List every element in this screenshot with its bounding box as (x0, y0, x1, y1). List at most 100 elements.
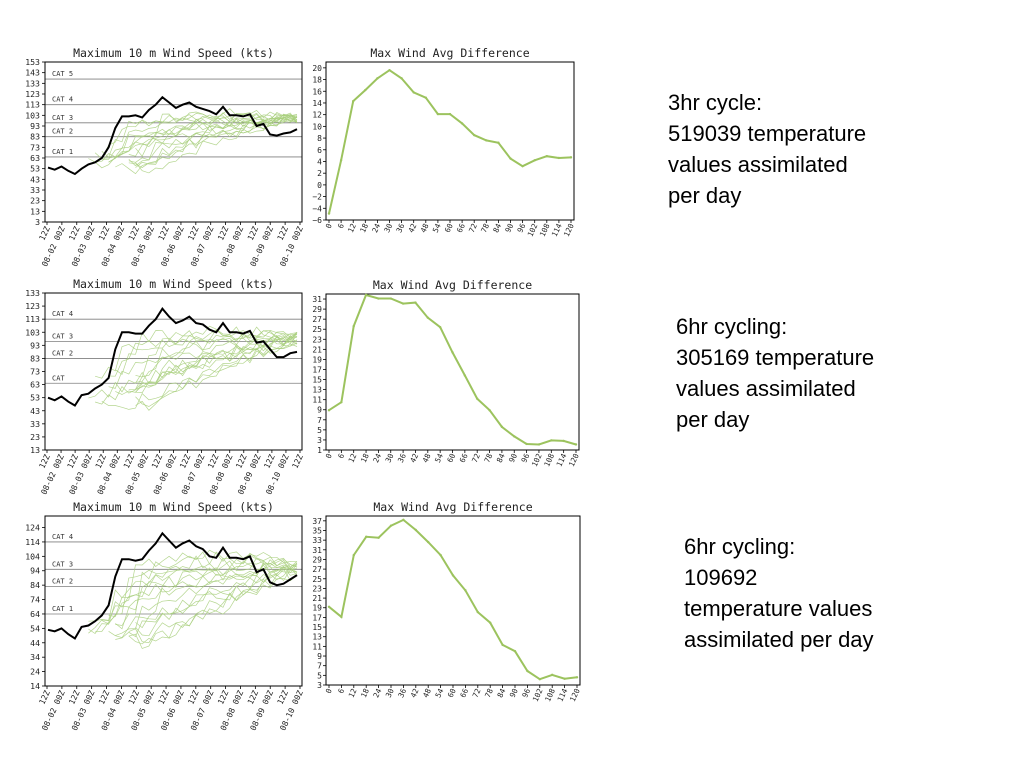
category-label: CAT 1 (52, 605, 73, 613)
note-line: per day (676, 407, 750, 432)
data-point (557, 156, 561, 160)
ensemble-member-line (135, 336, 298, 393)
y-tick-label: 31 (312, 546, 322, 555)
x-tick-label: 6 (336, 222, 346, 230)
data-point (352, 325, 355, 328)
y-tick-label: 33 (312, 536, 322, 545)
y-tick-label: 83 (30, 132, 40, 142)
ensemble-member-line (88, 561, 298, 634)
x-tick-label: 96 (519, 452, 531, 464)
y-tick-label: 73 (30, 367, 40, 377)
data-point (439, 553, 442, 557)
x-tick-label: 12 (347, 687, 359, 699)
category-label: CAT 1 (52, 148, 73, 156)
data-point (389, 524, 393, 527)
x-tick-label: 66 (458, 452, 470, 464)
x-tick-label: 24 (371, 452, 383, 464)
y-tick-label: 11 (312, 642, 322, 651)
data-point (352, 553, 355, 557)
x-tick-label: 18 (358, 222, 370, 234)
data-point (473, 133, 476, 137)
ensemble-member-line (108, 569, 298, 639)
y-tick-label: 19 (312, 604, 322, 613)
plot-frame (325, 61, 575, 221)
y-tick-label: 7 (317, 416, 322, 425)
note-line: values assimilated (668, 152, 848, 177)
y-tick-label: 27 (312, 565, 322, 574)
x-tick-label: 36 (396, 687, 408, 699)
avg-difference-chart-3: Max Wind Avg Difference35791113151719212… (312, 500, 582, 704)
y-tick-label: 19 (312, 355, 322, 364)
x-tick-label: 12Z (38, 453, 52, 470)
y-tick-label: 14 (30, 681, 40, 691)
note-line: 519039 temperature (668, 121, 867, 146)
y-tick-label: 93 (30, 340, 40, 350)
y-tick-label: 1 (317, 446, 322, 455)
ensemble-member-line (135, 558, 298, 629)
x-tick-label: 84 (495, 452, 507, 464)
x-tick-label: 12Z (67, 225, 81, 242)
data-point (377, 536, 380, 539)
y-tick-label: 103 (25, 327, 40, 337)
data-point (538, 678, 541, 681)
x-tick-label: 12 (346, 222, 358, 234)
ensemble-member-line (101, 339, 298, 410)
ensemble-member-line (135, 331, 298, 383)
data-point (545, 155, 548, 158)
y-tick-label: 5 (317, 671, 322, 680)
x-tick-label: 18 (359, 452, 371, 464)
y-tick-label: 3 (35, 217, 40, 227)
data-point (327, 605, 331, 608)
avg-difference-chart-2: Max Wind Avg Difference13579111315171921… (312, 278, 581, 469)
y-tick-label: 14 (312, 99, 322, 108)
x-tick-label: 30 (384, 687, 396, 699)
chart-title: Maximum 10 m Wind Speed (kts) (73, 46, 274, 60)
data-point (550, 439, 553, 442)
x-tick-label: 108 (538, 222, 552, 239)
data-point (575, 676, 579, 679)
y-tick-label: 33 (30, 185, 40, 195)
y-tick-label: 3 (317, 681, 322, 690)
x-tick-label: 36 (394, 222, 406, 234)
x-tick-label: 78 (483, 687, 495, 699)
y-tick-label: 13 (30, 206, 40, 216)
x-tick-label: 12Z (97, 225, 111, 242)
y-tick-label: 34 (30, 652, 40, 662)
category-label: CAT 5 (52, 70, 73, 78)
x-tick-label: 84 (491, 222, 503, 234)
y-tick-label: 103 (25, 110, 40, 120)
x-tick-label: 18 (359, 687, 371, 699)
ensemble-member-line (101, 554, 298, 625)
y-tick-label: 31 (312, 295, 322, 304)
x-tick-label: 12Z (206, 453, 220, 470)
y-tick-label: 113 (25, 100, 40, 110)
y-tick-label: 133 (25, 288, 40, 298)
y-tick-label: 21 (312, 594, 322, 603)
x-tick-label: 54 (433, 687, 445, 699)
data-point (402, 518, 405, 522)
x-tick-label: 0 (324, 452, 334, 460)
data-point (340, 615, 343, 619)
x-tick-label: 120 (562, 222, 576, 239)
observed-intensity-line (47, 95, 298, 176)
data-point (551, 673, 554, 677)
data-point (389, 297, 392, 300)
x-tick-label: 42 (409, 687, 421, 699)
ensemble-member-line (115, 334, 298, 395)
y-tick-label: 23 (312, 335, 322, 344)
ensemble-member-line (108, 329, 298, 377)
x-tick-label: 102 (526, 222, 540, 238)
x-tick-label: 12Z (127, 689, 141, 706)
x-tick-label: 48 (421, 687, 433, 699)
ensemble-member-line (94, 112, 298, 160)
ensemble-member-line (128, 575, 298, 649)
x-tick-label: 66 (458, 687, 470, 699)
ensemble-member-line (94, 340, 298, 405)
x-tick-label: 114 (555, 452, 569, 469)
x-tick-label: 12Z (246, 689, 260, 706)
data-point (327, 409, 331, 412)
x-tick-label: 12Z (178, 453, 192, 470)
data-point (414, 528, 417, 532)
x-tick-label: 120 (568, 687, 582, 704)
category-label: CAT 3 (52, 332, 73, 340)
